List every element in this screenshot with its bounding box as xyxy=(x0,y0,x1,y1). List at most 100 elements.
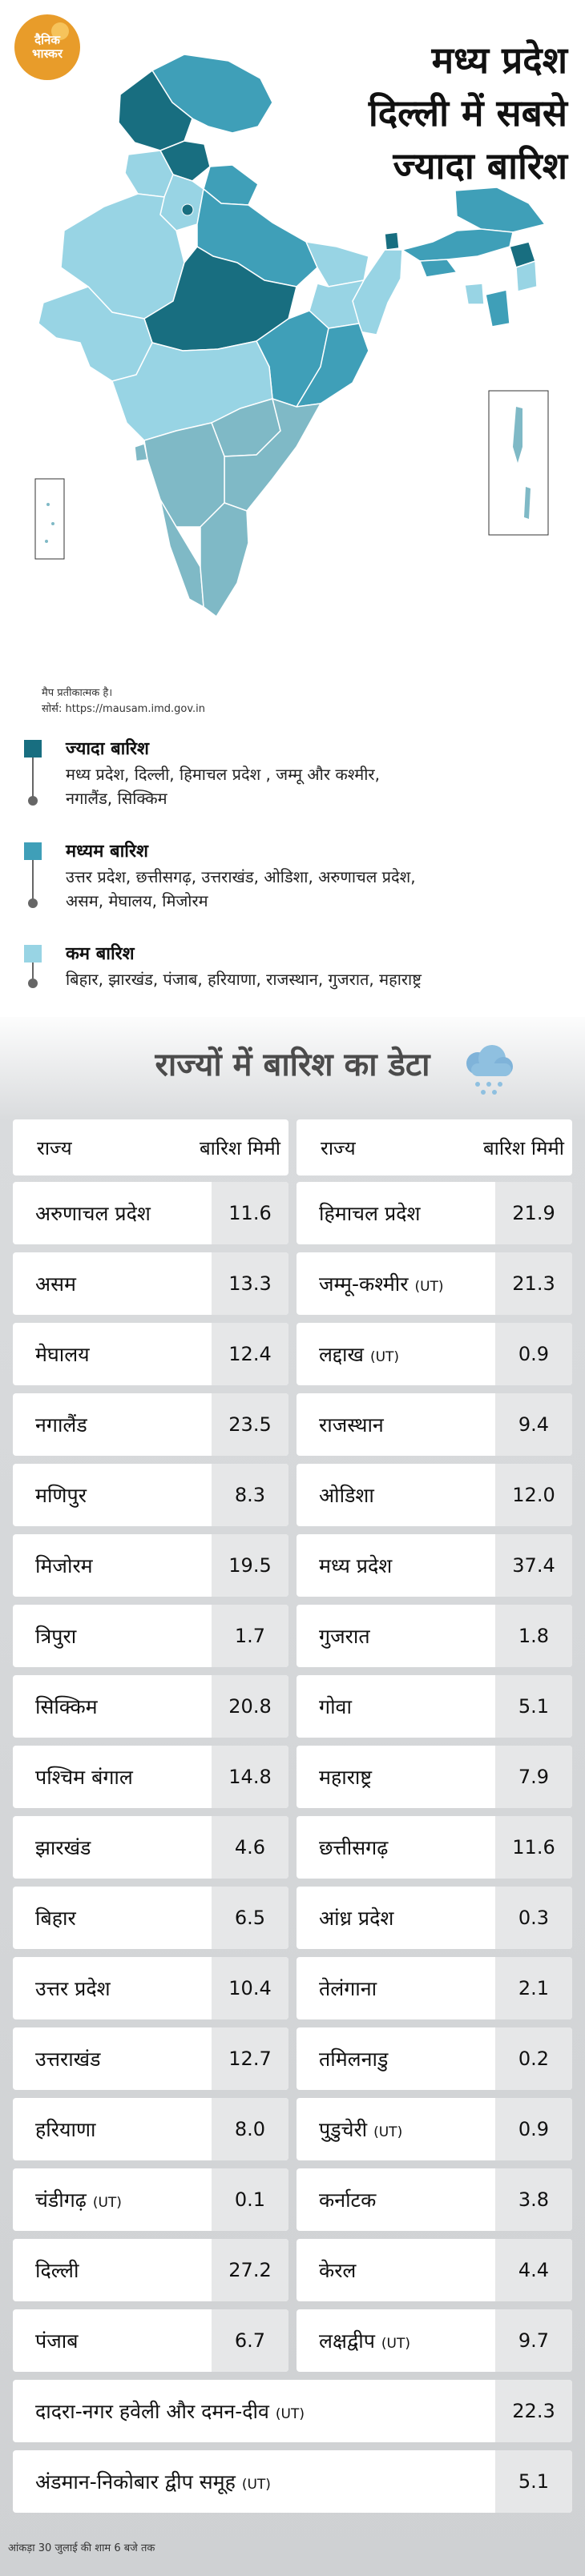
table-row: उत्तर प्रदेश 10.4 xyxy=(13,1957,288,2019)
ut-tag: (UT) xyxy=(92,2195,122,2211)
map-note: मैप प्रतीकात्मक है। सोर्स: https://mausa… xyxy=(42,685,205,717)
footnote: आंकड़ा 30 जुलाई की शाम 6 बजे तक xyxy=(8,2542,155,2554)
state-name: हरियाणा xyxy=(13,2116,212,2143)
table-row: तमिलनाडु 0.2 xyxy=(297,2027,572,2090)
state-name-text: तमिलनाडु xyxy=(319,2048,389,2071)
state-name-text: मिजोरम xyxy=(35,1554,93,1577)
legend-desc-high-1: मध्य प्रदेश, दिल्ली, हिमाचल प्रदेश , जम्… xyxy=(66,765,380,784)
legend-title-high: ज्यादा बारिश xyxy=(66,739,149,759)
state-name-text: अंडमान-निकोबार द्वीप समूह xyxy=(35,2470,236,2494)
table-header-left: राज्य बारिश मिमी xyxy=(13,1119,288,1175)
table-row: बिहार 6.5 xyxy=(13,1887,288,1949)
table-row: गोवा 5.1 xyxy=(297,1675,572,1738)
state-name: गोवा xyxy=(297,1693,495,1720)
table-row: अंडमान-निकोबार द्वीप समूह (UT) 5.1 xyxy=(13,2450,572,2513)
table-row: लद्दाख (UT) 0.9 xyxy=(297,1323,572,1385)
table-row: जम्मू-कश्मीर (UT) 21.3 xyxy=(297,1252,572,1315)
state-name: ओडिशा xyxy=(297,1481,495,1509)
state-name: मणिपुर xyxy=(13,1481,212,1509)
state-name: महाराष्ट्र xyxy=(297,1763,495,1790)
table-row: पुडुचेरी (UT) 0.9 xyxy=(297,2098,572,2160)
india-rainfall-map xyxy=(34,54,549,618)
state-name: मिजोरम xyxy=(13,1552,212,1579)
state-name: उत्तर प्रदेश xyxy=(13,1975,212,2002)
state-name-text: उत्तराखंड xyxy=(35,2048,101,2071)
rainfall-value: 14.8 xyxy=(212,1746,288,1808)
table-row: आंध्र प्रदेश 0.3 xyxy=(297,1887,572,1949)
state-name-text: पश्चिम बंगाल xyxy=(35,1766,133,1789)
state-name: असम xyxy=(13,1270,212,1297)
rainfall-value: 6.7 xyxy=(212,2309,288,2372)
map-region-assam xyxy=(401,228,514,262)
rainfall-value: 4.6 xyxy=(212,1816,288,1879)
state-name-text: मध्य प्रदेश xyxy=(319,1554,393,1577)
state-name: उत्तराखंड xyxy=(13,2045,212,2072)
table-row: पंजाब 6.7 xyxy=(13,2309,288,2372)
table-row: सिक्किम 20.8 xyxy=(13,1675,288,1738)
table-row: हिमाचल प्रदेश 21.9 xyxy=(297,1182,572,1244)
table-row: मिजोरम 19.5 xyxy=(13,1534,288,1597)
state-name-text: मेघालय xyxy=(35,1343,90,1366)
col-rain-right: बारिश मिमी xyxy=(482,1136,564,1159)
state-name-text: महाराष्ट्र xyxy=(319,1766,373,1789)
rainfall-value: 3.8 xyxy=(495,2168,572,2231)
rainfall-value: 37.4 xyxy=(495,1534,572,1597)
rainfall-value: 20.8 xyxy=(212,1675,288,1738)
state-name-text: पंजाब xyxy=(35,2329,79,2353)
state-name: त्रिपुरा xyxy=(13,1622,212,1650)
rainfall-value: 27.2 xyxy=(212,2239,288,2301)
state-name: मेघालय xyxy=(13,1340,212,1368)
table-row: दादरा-नगर हवेली और दमन-दीव (UT) 22.3 xyxy=(13,2380,572,2442)
rainfall-value: 1.7 xyxy=(212,1605,288,1667)
rainfall-value: 23.5 xyxy=(212,1393,288,1456)
col-rain-left: बारिश मिमी xyxy=(199,1136,280,1159)
state-name-text: गोवा xyxy=(319,1695,352,1718)
state-name: गुजरात xyxy=(297,1622,495,1650)
state-name: सिक्किम xyxy=(13,1693,212,1720)
rainfall-value: 1.8 xyxy=(495,1605,572,1667)
state-name: नगालैंड xyxy=(13,1411,212,1438)
state-name-text: सिक्किम xyxy=(35,1695,98,1718)
logo-line2: भास्कर xyxy=(32,46,63,61)
legend-title-low: कम बारिश xyxy=(66,944,135,964)
state-name-text: त्रिपुरा xyxy=(35,1625,77,1648)
rainfall-value: 7.9 xyxy=(495,1746,572,1808)
state-name-text: हरियाणा xyxy=(35,2118,96,2141)
table-row: ओडिशा 12.0 xyxy=(297,1464,572,1526)
state-name: हिमाचल प्रदेश xyxy=(297,1200,495,1227)
ut-tag: (UT) xyxy=(275,2406,305,2422)
state-name: दादरा-नगर हवेली और दमन-दीव (UT) xyxy=(13,2397,495,2425)
legend-desc-medium-1: उत्तर प्रदेश, छत्तीसगढ़, उत्तराखंड, ओडिश… xyxy=(66,867,416,886)
legend-swatch-medium xyxy=(24,842,42,860)
state-name-text: अरुणाचल प्रदेश xyxy=(35,1202,151,1225)
state-name-text: असम xyxy=(35,1272,76,1296)
rainfall-value: 8.3 xyxy=(212,1464,288,1526)
state-name: लक्षद्वीप (UT) xyxy=(297,2327,495,2354)
map-legend: ज्यादा बारिश मध्य प्रदेश, दिल्ली, हिमाचल… xyxy=(21,737,574,1020)
table-row: अरुणाचल प्रदेश 11.6 xyxy=(13,1182,288,1244)
table-title: राज्यों में बारिश का डेटा xyxy=(155,1047,430,1083)
state-name-text: पुडुचेरी xyxy=(319,2118,368,2141)
map-region-meghalaya xyxy=(418,259,458,278)
col-state-left: राज्य xyxy=(37,1136,72,1159)
rainfall-value: 8.0 xyxy=(212,2098,288,2160)
table-row: तेलंगाना 2.1 xyxy=(297,1957,572,2019)
state-name: आंध्र प्रदेश xyxy=(297,1904,495,1931)
state-name-text: झारखंड xyxy=(35,1836,91,1859)
rainfall-value: 0.9 xyxy=(495,2098,572,2160)
legend-desc-high-2: नगालैंड, सिक्किम xyxy=(66,789,167,808)
rainfall-value: 21.3 xyxy=(495,1252,572,1315)
rainfall-value: 0.3 xyxy=(495,1887,572,1949)
legend-swatch-high xyxy=(24,740,42,758)
state-name: छत्तीसगढ़ xyxy=(297,1834,495,1861)
state-name-text: हिमाचल प्रदेश xyxy=(319,1202,421,1225)
state-name-text: ओडिशा xyxy=(319,1484,374,1507)
ut-tag: (UT) xyxy=(369,1349,400,1365)
rainfall-value: 9.7 xyxy=(495,2309,572,2372)
state-name: तमिलनाडु xyxy=(297,2045,495,2072)
rainfall-value: 5.1 xyxy=(495,2450,572,2513)
state-name-text: उत्तर प्रदेश xyxy=(35,1977,111,2000)
state-name-text: आंध्र प्रदेश xyxy=(319,1907,394,1930)
table-row: मध्य प्रदेश 37.4 xyxy=(297,1534,572,1597)
ut-tag: (UT) xyxy=(414,1279,444,1295)
